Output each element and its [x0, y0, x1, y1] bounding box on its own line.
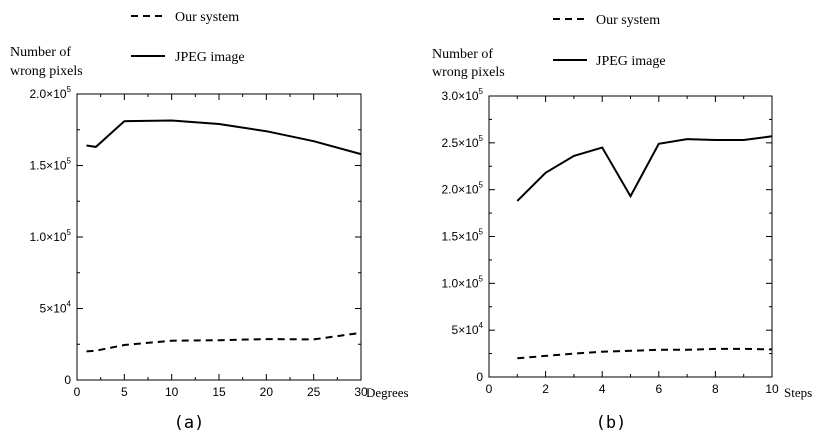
x-tick-label: 4	[599, 382, 606, 396]
panel-subtitle: (b)	[596, 413, 627, 433]
plot-frame	[488, 95, 773, 378]
x-tick-label: 10	[165, 385, 179, 399]
legend-entry: JPEG image	[596, 54, 666, 69]
plot-frame	[76, 93, 362, 381]
y-tick-label: 3.0×105	[442, 87, 484, 103]
legend-entry: Our system	[596, 13, 660, 28]
x-tick-label: 15	[212, 385, 226, 399]
x-tick-label: 10	[765, 382, 779, 396]
series-line-our-system	[86, 331, 362, 353]
panel-subtitle: (a)	[174, 413, 205, 433]
x-tick-label: 30	[354, 385, 368, 399]
x-axis-label: Degrees	[366, 385, 409, 400]
x-tick-label: 20	[260, 385, 274, 399]
y-axis-label: wrong pixels	[10, 64, 83, 79]
x-axis-label: Steps	[784, 385, 812, 400]
y-tick-label: 0	[64, 373, 71, 387]
series-line-jpeg-image	[86, 119, 362, 156]
y-tick-label: 5×104	[452, 321, 484, 337]
y-tick-label: 5×104	[40, 300, 72, 316]
y-tick-label: 2.5×105	[442, 134, 484, 150]
x-tick-label: 6	[655, 382, 662, 396]
y-tick-label: 2.0×105	[30, 85, 72, 101]
legend-entry: JPEG image	[175, 50, 245, 65]
x-tick-label: 25	[307, 385, 321, 399]
series-line-our-system	[517, 347, 773, 360]
y-axis-label: wrong pixels	[432, 65, 505, 80]
y-tick-label: 1.5×105	[442, 228, 484, 244]
x-tick-label: 0	[74, 385, 81, 399]
y-tick-label: 0	[476, 370, 483, 384]
chart-panel-2: 0 2 4 6 8 10 0 5×104 1.0×105 1.5×105 2.0×105 2.5×10…	[432, 13, 812, 433]
y-axis-label: Number of	[10, 45, 71, 60]
y-axis-label: Number of	[432, 47, 493, 62]
y-tick-label: 2.0×105	[442, 181, 484, 197]
y-tick-label: 1.0×105	[30, 228, 72, 244]
series-line-jpeg-image	[516, 135, 773, 202]
y-tick-label: 1.0×105	[442, 274, 484, 290]
legend-entry: Our system	[175, 10, 239, 25]
x-tick-label: 2	[542, 382, 549, 396]
chart-panel-1: 0 5 10 15 20 25 30 0 5×104 1.0×105 1.5×105 2.0×105 O…	[10, 10, 409, 433]
y-tick-label: 1.5×105	[30, 157, 72, 173]
x-tick-label: 8	[712, 382, 719, 396]
x-tick-label: 0	[486, 382, 493, 396]
x-tick-label: 5	[121, 385, 128, 399]
